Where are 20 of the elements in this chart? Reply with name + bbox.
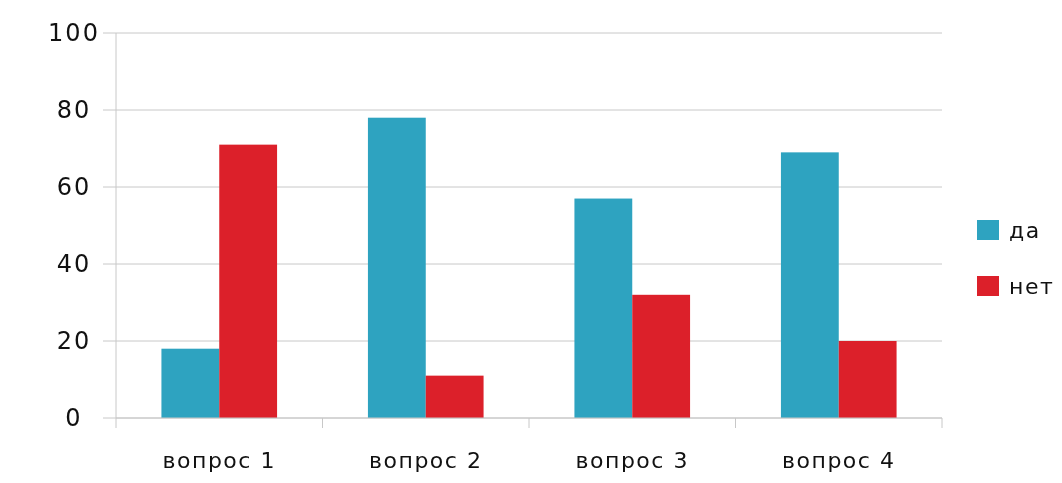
- y-tick-label: 40: [56, 250, 92, 279]
- x-tick-label: вопрос 4: [782, 448, 896, 473]
- x-tick-label: вопрос 2: [369, 448, 483, 473]
- bar: [367, 117, 426, 418]
- bar: [161, 348, 220, 418]
- bar: [632, 294, 691, 418]
- bar: [574, 198, 633, 418]
- bar: [838, 341, 897, 418]
- x-tick-label: вопрос 1: [162, 448, 276, 473]
- bar: [219, 144, 278, 418]
- y-tick-label: 0: [65, 404, 83, 433]
- legend-label: нет: [1009, 273, 1055, 299]
- y-tick-label: 60: [56, 173, 92, 202]
- y-tick-label: 80: [56, 96, 92, 125]
- bar: [425, 375, 484, 418]
- bar: [780, 152, 839, 418]
- legend-label: да: [1009, 217, 1041, 243]
- y-tick-label: 100: [48, 19, 100, 48]
- y-tick-label: 20: [56, 327, 92, 356]
- x-tick-label: вопрос 3: [575, 448, 689, 473]
